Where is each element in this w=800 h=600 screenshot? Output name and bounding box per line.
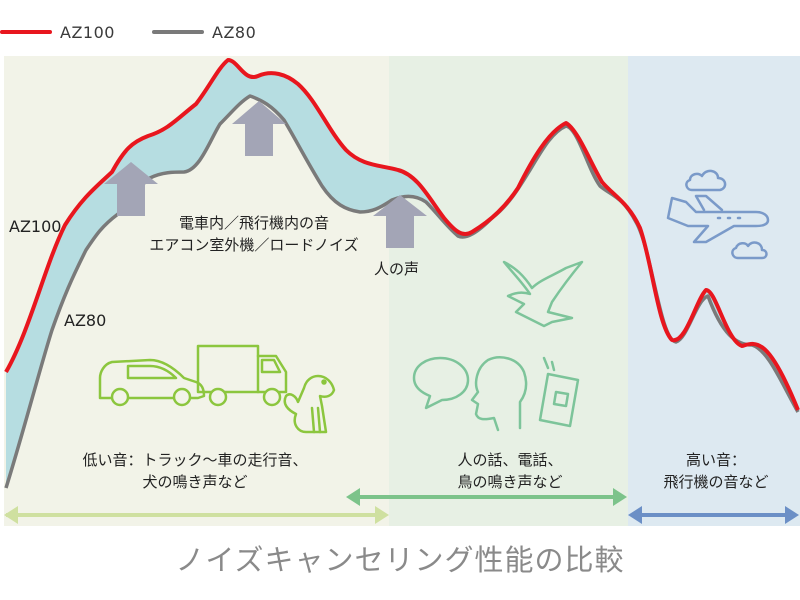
cloud-icon — [685, 169, 727, 192]
band-high-line2: 飛行機の音など — [663, 473, 769, 491]
improvement-arrows — [104, 101, 427, 248]
band-high-description: 高い音： 飛行機の音など — [636, 449, 796, 493]
legend-item-az80: AZ80 — [152, 22, 256, 42]
annotation-train-line2: エアコン室外機／ロードノイズ — [149, 236, 359, 254]
speech-bubble-icon — [412, 356, 470, 410]
legend-label-az80: AZ80 — [212, 22, 257, 42]
annotation-train-noise: 電車内／飛行機内の音 エアコン室外機／ロードノイズ — [136, 212, 372, 256]
band-low-line2: 犬の鳴き声など — [142, 473, 248, 491]
car-icon — [98, 358, 206, 407]
bird-icon — [502, 260, 584, 328]
band-mid-line2: 鳥の鳴き声など — [457, 473, 563, 491]
cloud-icon-small — [731, 241, 768, 260]
up-arrow-2 — [232, 101, 286, 156]
legend-swatch-az80 — [152, 30, 204, 34]
band-low-range-arrow — [4, 506, 389, 524]
annotation-voice: 人の声 — [374, 260, 420, 278]
legend-swatch-az100 — [0, 30, 52, 34]
band-low-line1: 低い音：トラック～車の走行音、 — [82, 451, 308, 469]
annotation-train-line1: 電車内／飛行機内の音 — [178, 214, 329, 232]
airplane-icon — [666, 194, 770, 244]
az100-curve — [4, 58, 800, 411]
band-high-range-arrow — [628, 506, 799, 524]
truck-icon — [196, 344, 288, 407]
band-mid-range-arrow — [346, 488, 627, 506]
curve-label-az100: AZ100 — [9, 217, 62, 236]
band-mid-line1: 人の話、電話、 — [457, 451, 563, 469]
curve-label-az80: AZ80 — [64, 311, 107, 330]
up-arrow-3 — [373, 195, 427, 248]
dog-icon — [283, 374, 336, 434]
legend-item-az100: AZ100 — [0, 22, 115, 42]
smartphone-icon — [538, 356, 580, 428]
band-high-line1: 高い音： — [685, 451, 746, 469]
range-arrows — [4, 488, 799, 524]
legend-label-az100: AZ100 — [60, 22, 115, 42]
up-arrow-1 — [104, 162, 158, 216]
band-low-description: 低い音：トラック～車の走行音、 犬の鳴き声など — [30, 449, 360, 493]
band-mid-description: 人の話、電話、 鳥の鳴き声など — [400, 449, 620, 493]
person-profile-icon — [470, 356, 528, 432]
diagram-title: ノイズキャンセリング性能の比較 — [175, 543, 625, 577]
band-mid-background — [389, 56, 628, 526]
